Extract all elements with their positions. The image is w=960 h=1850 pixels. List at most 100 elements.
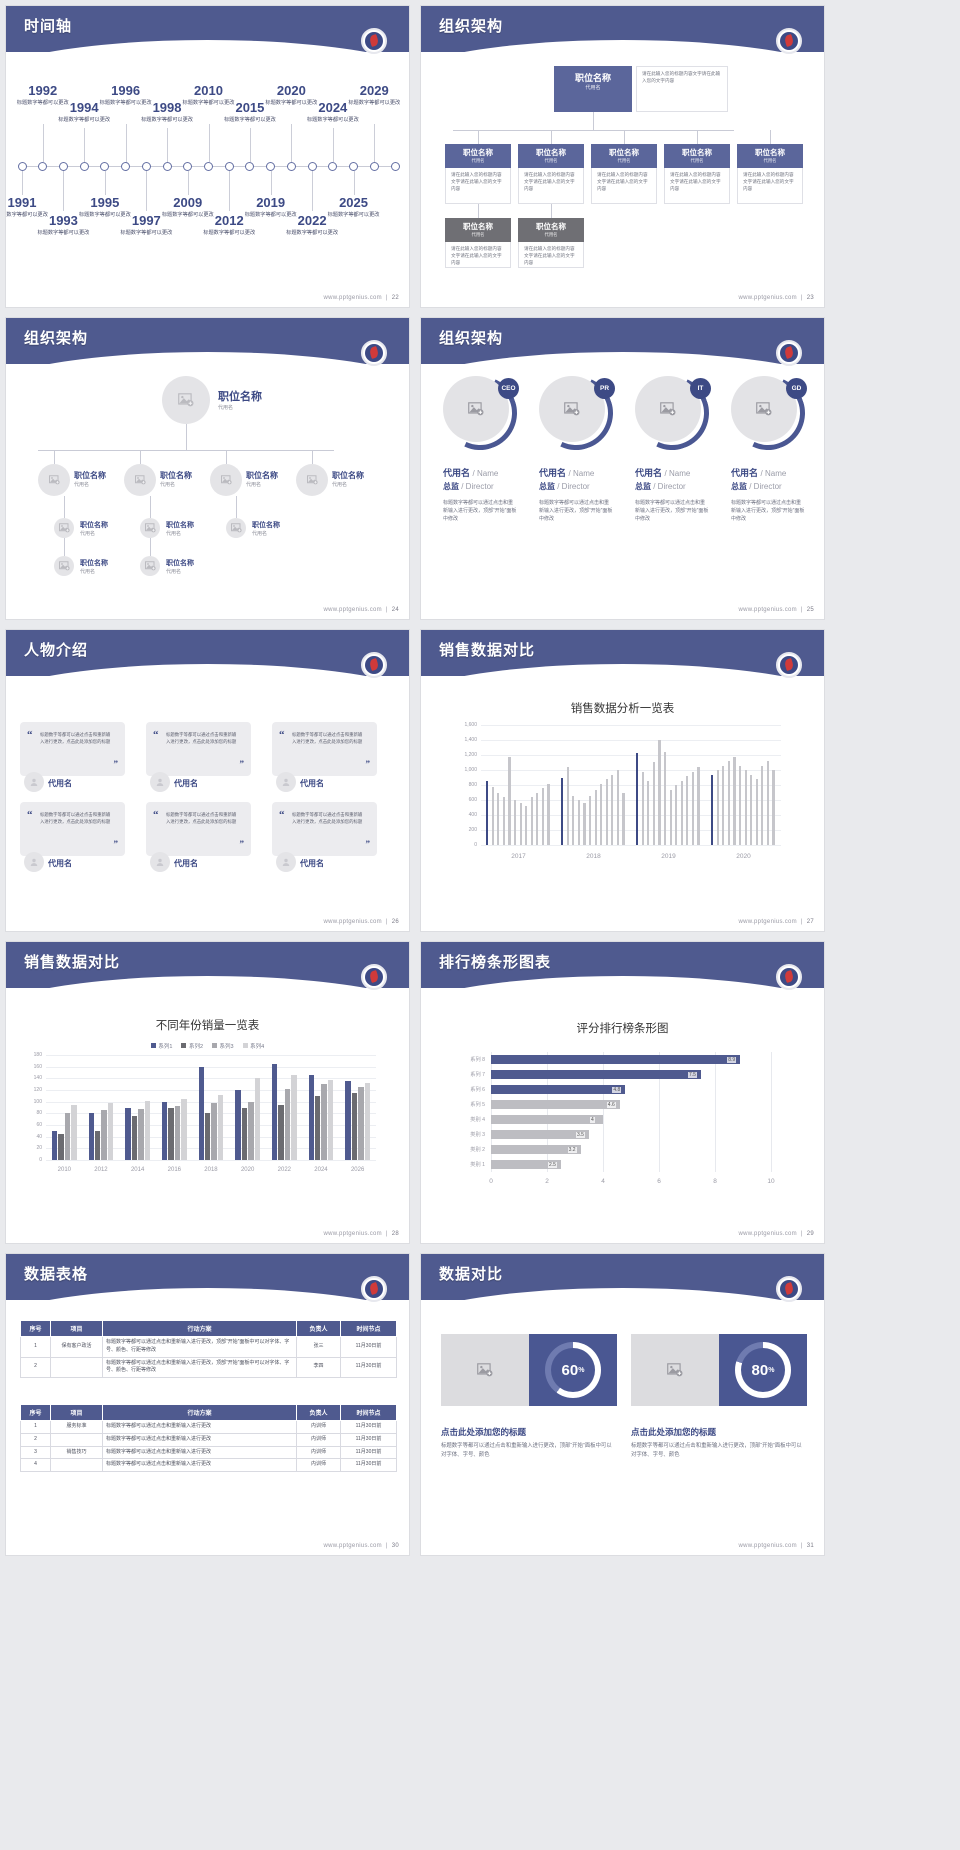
avatar[interactable] [124,464,156,496]
data-table[interactable]: 序号 项目 行动方案 负责人 时间节点 1 保有客户政活 标题数字等都可以通过点击和重新输入进… [20,1320,397,1378]
org-node[interactable]: 职位名称 代用名 [591,144,657,168]
legend-item[interactable]: 系列3 [212,1042,234,1050]
image-placeholder[interactable] [631,1334,719,1406]
avatar[interactable] [296,464,328,496]
team-avatar[interactable]: CEO [432,365,528,461]
slide-sales-analysis[interactable]: 销售数据对比 销售数据分析一览表 1,600 1,400 1,200 1,000 800… [420,629,825,932]
quote-card[interactable]: “ ” 标题数字等都可以通过点击和重新输入进行更改，点击此处添加您的标题 [272,802,377,856]
timeline-item[interactable]: 2025 标题数字等都可以更改 [325,195,383,220]
avatar-alias: 代用名 [252,531,268,537]
timeline-item[interactable]: 2015 标题数字等都可以更改 [221,100,279,125]
table-row[interactable]: 2 标题数字等都可以通过点击和重新输入进行更改，顶部“开始”面板中可以对字体、字号… [20,1356,397,1378]
org-node[interactable]: 职位名称 代用名 [518,218,584,242]
avatar[interactable] [54,518,74,538]
avatar-alias: 代用名 [80,531,96,537]
quote-text: 标题数字等都可以通过点击和重新输入进行更改，点击此处添加您的标题 [166,812,237,825]
timeline-item[interactable]: 1996 标题数字等都可以更改 [97,83,155,108]
timeline-desc: 标题数字等都可以更改 [78,212,131,219]
timeline-item[interactable]: 1997 标题数字等都可以更改 [117,213,175,238]
timeline-stem [312,171,314,211]
cell-action: 标题数字等都可以通过点击和重新输入进行更改，顶部“开始”面板中可以对字体、字号、… [102,1336,297,1358]
timeline-item[interactable]: 1992 标题数字等都可以更改 [14,83,72,108]
timeline-stem [22,171,23,195]
slide-ranking[interactable]: 排行榜条形图表 评分排行榜条形图 0 2 4 6 8 10 系列 8 8.9 系列 7 7.5 系列… [420,941,825,1244]
timeline-item[interactable]: 1991 标题数字等都可以更改 [6,195,51,220]
slide-team[interactable]: 组织架构 CEO 代用名 / Name 总监 / Director 标题数字等都可以通… [420,317,825,620]
table-row[interactable]: 2 标题数字等都可以通过点击和重新输入进行更改 内训师 11月30日前 [20,1432,397,1447]
timeline-item[interactable]: 1993 标题数字等都可以更改 [34,213,92,238]
bar [622,792,625,845]
quote-author: 代用名 [48,779,72,788]
donut-value: 60% [551,1348,595,1392]
bar-value-label: 3.5 [576,1131,585,1138]
x-axis-tick: 2020 [736,853,751,860]
org-node[interactable]: 职位名称 代用名 [664,144,730,168]
timeline-item[interactable]: 2019 标题数字等都可以更改 [242,195,300,220]
org-root-box[interactable]: 职位名称 代用名 [554,66,632,112]
avatar[interactable] [140,518,160,538]
slide-header-band [6,6,409,82]
slide-yearly-sales[interactable]: 销售数据对比 不同年份销量一览表 系列1 系列2 系列3 系列4 180 160 140 1… [5,941,410,1244]
slide-data-compare[interactable]: 数据对比 60% 点击此处添加您的标题 标题数字等都可以通过点击和重新输入进行更改，… [420,1253,825,1556]
avatar[interactable] [226,518,246,538]
quote-card[interactable]: “ ” 标题数字等都可以通过点击和重新输入进行更改，点击此处添加您的标题 [272,722,377,776]
x-axis-tick: 2018 [204,1167,218,1173]
timeline-item[interactable]: 2020 标题数字等都可以更改 [262,83,320,108]
quote-text: 标题数字等都可以通过点击和重新输入进行更改，点击此处添加您的标题 [40,812,111,825]
timeline-stem [167,128,169,162]
quote-author: 代用名 [48,859,72,868]
slide-org-boxes[interactable]: 组织架构 职位名称 代用名 请在此输入您的标题内容文字请在此输入您的文字内容 职… [420,5,825,308]
org-root-note: 请在此输入您的标题内容文字请在此输入您的文字内容 [636,66,728,112]
team-avatar[interactable]: GD [720,365,816,461]
org-node[interactable]: 职位名称 代用名 [737,144,803,168]
legend-item[interactable]: 系列2 [181,1042,203,1050]
org-node-alias: 代用名 [471,232,485,237]
team-avatar[interactable]: PR [528,365,624,461]
quote-card[interactable]: “ ” 标题数字等都可以通过点击和重新输入进行更改，点击此处添加您的标题 [146,802,251,856]
legend-item[interactable]: 系列4 [242,1042,264,1050]
bar [691,771,695,845]
slide-timeline[interactable]: 时间轴 1992 标题数字等都可以更改 1994 标题数字等都可以更改 1996 标题数字… [5,5,410,308]
timeline-item[interactable]: 2009 标题数字等都可以更改 [159,195,217,220]
slide-org-avatars[interactable]: 组织架构 职位名称 代用名 职位名称 代用名 职位名称 代用名 职位名称 代用名 职位名称 代用名… [5,317,410,620]
page-title: 数据对比 [439,1266,504,1283]
legend-item[interactable]: 系列1 [150,1042,172,1050]
bar-value-label: 2.5 [548,1161,557,1168]
timeline-item[interactable]: 2029 标题数字等都可以更改 [345,83,403,108]
table-row[interactable]: 1 保有客户政活 标题数字等都可以通过点击和重新输入进行更改，顶部“开始”面板中可以… [20,1336,397,1358]
quote-card[interactable]: “ ” 标题数字等都可以通过点击和重新输入进行更改，点击此处添加您的标题 [146,722,251,776]
org-node[interactable]: 职位名称 代用名 [445,144,511,168]
data-table[interactable]: 序号 项目 行动方案 负责人 时间节点 1 服务标准 标题数字等都可以通过点击和重新输入进行更… [20,1404,397,1472]
avatar[interactable] [162,376,210,424]
org-node[interactable]: 职位名称 代用名 [518,144,584,168]
avatar[interactable] [210,464,242,496]
card-body: 标题数字等都可以通过点击和重新输入进行更改，顶部“开始”面板中可以对字体、字号、… [441,1443,612,1459]
timeline-item[interactable]: 1994 标题数字等都可以更改 [55,100,113,125]
team-avatar[interactable]: IT [624,365,720,461]
table-row[interactable]: 3 销售技巧 标题数字等都可以通过点击和重新输入进行更改 内训师 11月30日前 [20,1445,397,1460]
table-row[interactable]: 4 标题数字等都可以通过点击和重新输入进行更改 内训师 11月30日前 [20,1458,397,1472]
quote-card[interactable]: “ ” 标题数字等都可以通过点击和重新输入进行更改，点击此处添加您的标题 [20,802,125,856]
avatar[interactable] [54,556,74,576]
timeline-item[interactable]: 2012 标题数字等都可以更改 [200,213,258,238]
timeline-item[interactable]: 2022 标题数字等都可以更改 [283,213,341,238]
timeline-item[interactable]: 1998 标题数字等都可以更改 [138,100,196,125]
timeline-stem [332,128,334,162]
org-node-name: 职位名称 [682,148,712,157]
avatar[interactable] [140,556,160,576]
timeline-item[interactable]: 1995 标题数字等都可以更改 [76,195,134,220]
timeline-desc: 标题数字等都可以更改 [286,230,339,237]
slide-data-table[interactable]: 数据表格 序号 项目 行动方案 负责人 时间节点 1 保有客户政活 标题数字等都可以通过点击和… [5,1253,410,1556]
timeline-item[interactable]: 2010 标题数字等都可以更改 [180,83,238,108]
bar-value-label: 4.6 [606,1101,616,1108]
avatar[interactable] [38,464,70,496]
timeline-item[interactable]: 2024 标题数字等都可以更改 [304,100,362,125]
image-placeholder[interactable] [441,1334,529,1406]
table-row[interactable]: 1 服务标准 标题数字等都可以通过点击和重新输入进行更改 内训师 11月30日前 [20,1420,397,1434]
org-node[interactable]: 职位名称 代用名 [445,218,511,242]
quote-card[interactable]: “ ” 标题数字等都可以通过点击和重新输入进行更改，点击此处添加您的标题 [20,722,125,776]
bar [315,1095,321,1160]
slide-quotes[interactable]: 人物介绍 “” 标题数字等都可以通过点击和重新输入进行更改，点击此处添加您的标题代… [5,629,410,932]
org-connector [593,112,594,130]
y-axis-tick: 100 [33,1098,42,1105]
